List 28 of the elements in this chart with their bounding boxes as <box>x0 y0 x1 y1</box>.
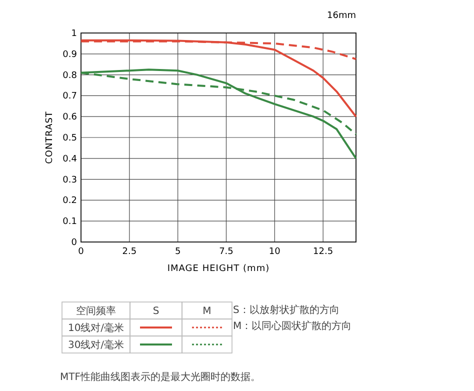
text: MTF性能曲线图表示的是最大光圈时的数据。 <box>60 371 260 383</box>
y-tick-label: 0.7 <box>62 92 77 102</box>
x-tick-label: 2.5 <box>122 247 137 257</box>
chart-title: 16mm <box>327 11 356 21</box>
x-axis-title: IMAGE HEIGHT (mm) <box>167 264 270 274</box>
y-tick-label: 0.4 <box>62 154 78 164</box>
text: 10线对/毫米 <box>68 322 124 334</box>
y-tick-label: 0.1 <box>62 217 77 228</box>
text: 30线对/毫米 <box>68 339 124 351</box>
text: M：以同心圆状扩散的方向 <box>233 320 352 332</box>
x-tick-label: 7.5 <box>219 247 234 257</box>
x-tick-label: 10 <box>268 247 281 257</box>
y-tick-label: 0.2 <box>62 196 77 206</box>
y-tick-label: 1 <box>71 29 77 39</box>
text: S <box>152 306 160 317</box>
text: M <box>202 306 212 317</box>
x-tick-label: 12.5 <box>313 247 334 257</box>
y-tick-label: 0.5 <box>62 134 77 144</box>
x-tick-label: 0 <box>78 247 84 257</box>
text: S：以放射状扩散的方向 <box>233 304 340 316</box>
y-tick-label: 0 <box>71 238 78 248</box>
y-tick-label: 0.3 <box>62 175 77 186</box>
x-tick-label: 5 <box>174 247 181 257</box>
y-tick-label: 0.9 <box>62 50 78 60</box>
y-tick-label: 0.8 <box>62 70 78 81</box>
y-axis-title: CONTRAST <box>45 111 55 164</box>
text: 空间频率 <box>76 305 116 317</box>
y-tick-label: 0.6 <box>62 112 78 123</box>
